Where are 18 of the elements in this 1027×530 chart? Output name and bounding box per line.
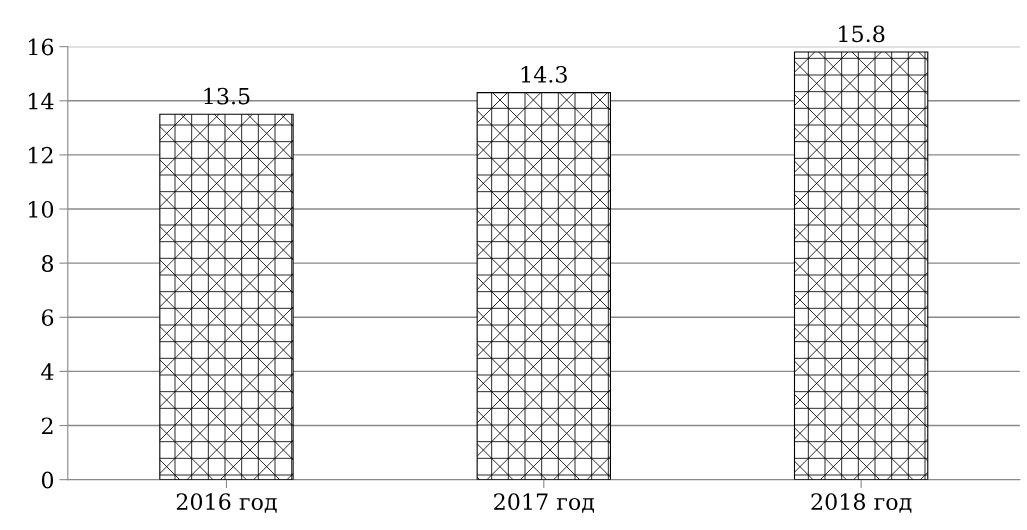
bar: [159, 113, 294, 480]
data-label: 15.8: [839, 25, 885, 43]
x-tick-label: 2017 год: [494, 493, 595, 513]
y-tick-label: 16: [29, 38, 54, 56]
y-tick-label: 10: [29, 200, 54, 218]
data-label: 13.5: [204, 87, 250, 105]
y-tick-label: 2: [41, 417, 53, 434]
bar: [793, 51, 929, 480]
data-label: 14.3: [521, 65, 567, 83]
y-tick-label: 14: [29, 92, 54, 110]
y-tick-label: 8: [41, 255, 54, 272]
y-tick-label: 0: [41, 471, 54, 489]
bar: [476, 92, 611, 480]
x-tick-label: 2018 год: [811, 493, 912, 513]
y-tick-label: 4: [41, 363, 54, 380]
y-tick-label: 6: [41, 309, 54, 327]
y-tick-label: 12: [29, 146, 53, 164]
x-tick-label: 2016 год: [176, 493, 277, 513]
